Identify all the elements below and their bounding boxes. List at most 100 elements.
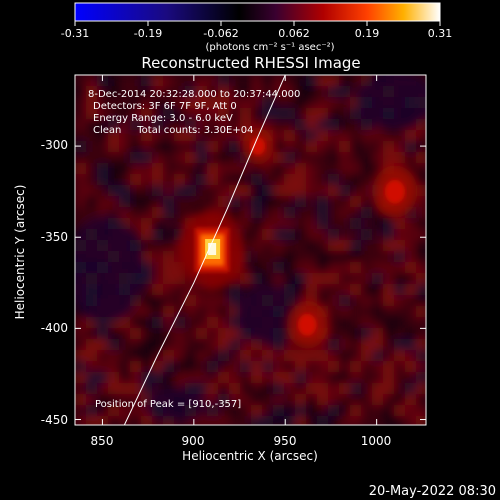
mottle-cell (350, 152, 361, 163)
mottle-cell (372, 350, 383, 361)
mottle-cell (405, 405, 416, 416)
mottle-cell (295, 405, 306, 416)
mottle-cell (196, 108, 207, 119)
mottle-cell (196, 350, 207, 361)
mottle-cell (75, 86, 86, 97)
mottle-cell (207, 119, 218, 130)
mottle-cell (295, 152, 306, 163)
mottle-cell (174, 295, 185, 306)
mottle-cell (284, 339, 295, 350)
mottle-cell (86, 75, 97, 86)
mottle-cell (240, 405, 251, 416)
mottle-cell (339, 185, 350, 196)
mottle-cell (405, 240, 416, 251)
mottle-cell (416, 394, 426, 405)
mottle-cell (394, 383, 405, 394)
mottle-cell (108, 174, 119, 185)
mottle-cell (262, 383, 273, 394)
mottle-cell (306, 119, 317, 130)
mottle-cell (383, 262, 394, 273)
mottle-cell (394, 273, 405, 284)
mottle-cell (273, 383, 284, 394)
peak-position-label: Position of Peak = [910,-357] (95, 399, 241, 410)
mottle-cell (273, 416, 284, 425)
mottle-cell (317, 339, 328, 350)
mottle-cell (86, 361, 97, 372)
mottle-cell (306, 229, 317, 240)
colorbar-gradient (74, 2, 441, 22)
mottle-cell (163, 185, 174, 196)
mottle-cell (273, 394, 284, 405)
mottle-cell (350, 240, 361, 251)
mottle-cell (383, 339, 394, 350)
source-core (208, 243, 217, 255)
mottle-cell (141, 119, 152, 130)
mottle-cell (119, 75, 130, 86)
mottle-cell (218, 141, 229, 152)
mottle-cell (218, 405, 229, 416)
x-tick-label: 900 (182, 434, 205, 448)
mottle-cell (86, 196, 97, 207)
mottle-cell (251, 361, 262, 372)
mottle-cell (97, 383, 108, 394)
mottle-cell (339, 339, 350, 350)
mottle-cell (174, 174, 185, 185)
mottle-cell (350, 141, 361, 152)
mottle-cell (361, 130, 372, 141)
mottle-cell (108, 361, 119, 372)
mottle-cell (317, 119, 328, 130)
mottle-cell (97, 86, 108, 97)
mottle-cell (295, 163, 306, 174)
mottle-cell (251, 405, 262, 416)
mottle-cell (196, 383, 207, 394)
mottle-cell (141, 185, 152, 196)
mottle-cell (372, 361, 383, 372)
mottle-cell (75, 361, 86, 372)
mottle-cell (394, 328, 405, 339)
mottle-cell (163, 339, 174, 350)
mottle-cell (306, 218, 317, 229)
mottle-cell (229, 141, 240, 152)
mottle-cell (185, 141, 196, 152)
mottle-cell (372, 251, 383, 262)
mottle-cell (273, 405, 284, 416)
mottle-cell (339, 86, 350, 97)
mottle-cell (284, 372, 295, 383)
mottle-cell (119, 152, 130, 163)
mottle-cell (75, 383, 86, 394)
mottle-cell (328, 295, 339, 306)
mottle-cell (229, 394, 240, 405)
mottle-cell (295, 196, 306, 207)
mottle-cell (152, 328, 163, 339)
mottle-cell (284, 185, 295, 196)
mottle-cell (405, 394, 416, 405)
mottle-cell (163, 196, 174, 207)
mottle-cell (163, 119, 174, 130)
mottle-cell (97, 174, 108, 185)
mottle-cell (185, 328, 196, 339)
mottle-cell (339, 108, 350, 119)
mottle-cell (75, 163, 86, 174)
mottle-cell (163, 218, 174, 229)
mottle-cell (152, 97, 163, 108)
mottle-cell (273, 273, 284, 284)
mottle-cell (306, 262, 317, 273)
mottle-cell (383, 416, 394, 425)
mottle-cell (295, 273, 306, 284)
mottle-cell (218, 372, 229, 383)
mottle-cell (119, 119, 130, 130)
mottle-cell (295, 372, 306, 383)
mottle-cell (262, 350, 273, 361)
mottle-cell (75, 152, 86, 163)
mottle-cell (284, 273, 295, 284)
mottle-cell (350, 350, 361, 361)
mottle-cell (251, 251, 262, 262)
mottle-cell (207, 174, 218, 185)
mottle-cell (372, 339, 383, 350)
mottle-cell (328, 174, 339, 185)
mottle-cell (229, 416, 240, 425)
mottle-cell (350, 405, 361, 416)
mottle-cell (251, 273, 262, 284)
mottle-cell (273, 361, 284, 372)
mottle-cell (97, 119, 108, 130)
